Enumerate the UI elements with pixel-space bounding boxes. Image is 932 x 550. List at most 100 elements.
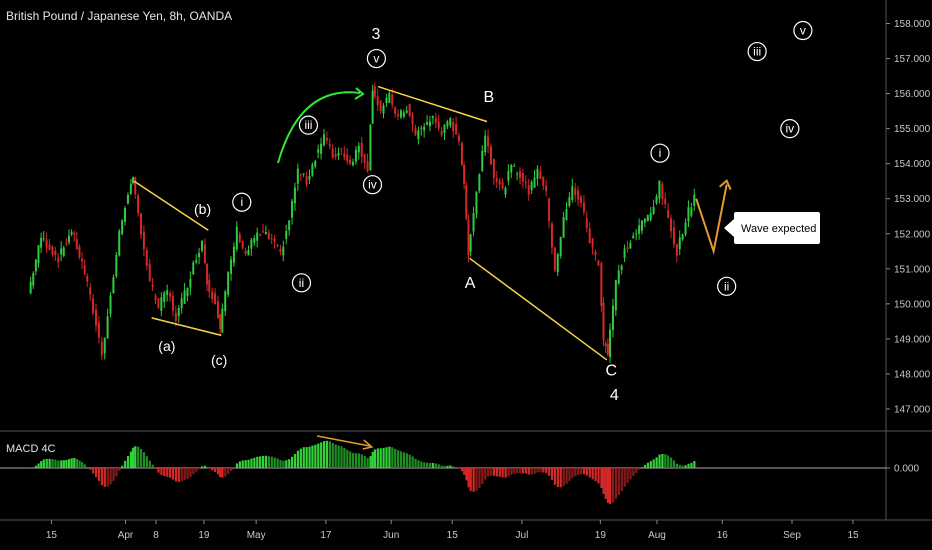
macd-bar bbox=[565, 468, 568, 484]
candle-body bbox=[604, 343, 607, 347]
macd-bar bbox=[121, 465, 124, 468]
macd-bar bbox=[527, 468, 530, 475]
candle-body bbox=[308, 175, 311, 180]
macd-bar bbox=[602, 468, 605, 495]
x-tick-label: 15 bbox=[847, 530, 859, 541]
candle-body bbox=[609, 329, 612, 358]
macd-bar bbox=[83, 464, 86, 468]
wave-arc-arrowhead bbox=[354, 87, 365, 100]
y-tick-label: 154.000 bbox=[894, 159, 931, 170]
wave-label: (c) bbox=[211, 352, 227, 368]
macd-bar bbox=[460, 468, 464, 472]
macd-bar bbox=[382, 447, 385, 468]
macd-bar bbox=[169, 468, 172, 478]
candle-body bbox=[614, 280, 617, 311]
candle-body bbox=[132, 177, 135, 184]
macd-bar bbox=[37, 463, 40, 468]
macd-bar bbox=[302, 447, 305, 468]
candle-body bbox=[397, 114, 400, 117]
macd-bar bbox=[635, 468, 638, 473]
macd-bar bbox=[495, 468, 498, 477]
macd-bar bbox=[357, 453, 361, 468]
wave-label: A bbox=[465, 275, 476, 292]
candle-body bbox=[357, 145, 360, 153]
candle-body bbox=[230, 259, 233, 274]
candle-body bbox=[89, 287, 92, 295]
candle-body bbox=[545, 185, 548, 192]
macd-bar bbox=[585, 468, 589, 476]
macd-bar bbox=[293, 454, 297, 468]
candle-body bbox=[253, 237, 256, 243]
candle-body bbox=[366, 161, 369, 172]
macd-bar bbox=[29, 468, 32, 469]
macd-bar bbox=[489, 468, 493, 476]
candle-body bbox=[373, 86, 376, 97]
wave-label: iv bbox=[785, 122, 794, 136]
macd-bar bbox=[405, 453, 408, 468]
macd-bar bbox=[238, 461, 241, 468]
macd-bar bbox=[148, 460, 151, 468]
candle-body bbox=[458, 135, 461, 142]
candle-body bbox=[334, 153, 337, 158]
trend-line bbox=[133, 180, 209, 231]
candle-body bbox=[325, 137, 328, 141]
macd-bar bbox=[411, 456, 414, 468]
macd-bar bbox=[78, 460, 81, 468]
macd-bar bbox=[200, 466, 204, 468]
candle-body bbox=[48, 244, 51, 251]
macd-bar bbox=[253, 457, 256, 468]
wave-label-circle bbox=[298, 115, 319, 135]
macd-bar bbox=[408, 454, 411, 468]
candle-body bbox=[186, 288, 189, 297]
wave-label-circle bbox=[366, 48, 387, 69]
candlesticks[interactable] bbox=[29, 82, 696, 363]
candle-body bbox=[521, 173, 524, 182]
candle-body bbox=[577, 190, 580, 200]
wave-label: iii bbox=[753, 45, 761, 59]
candle-body bbox=[60, 248, 63, 255]
candle-body bbox=[250, 239, 253, 249]
candle-body bbox=[57, 257, 60, 263]
candle-body bbox=[649, 213, 652, 220]
candle-body bbox=[571, 186, 574, 200]
candle-body bbox=[638, 225, 641, 234]
candle-body bbox=[437, 121, 440, 129]
candle-body bbox=[337, 152, 340, 156]
macd-bar bbox=[261, 455, 265, 468]
macd-bar bbox=[366, 457, 369, 468]
macd-bar bbox=[118, 468, 121, 471]
candle-body bbox=[86, 275, 89, 282]
macd-bar bbox=[693, 461, 696, 468]
price-axis: 158.000 157.000 156.000 155.000 154.000 153.0… bbox=[0, 0, 932, 521]
macd-bar bbox=[75, 459, 79, 468]
candle-body bbox=[302, 173, 305, 175]
candle-body bbox=[296, 168, 299, 184]
macd-histogram[interactable] bbox=[0, 435, 886, 504]
wave-label: ii bbox=[724, 279, 729, 293]
candle-body bbox=[465, 185, 468, 219]
macd-bar bbox=[134, 446, 137, 468]
macd-bar bbox=[556, 468, 559, 488]
candle-body bbox=[134, 177, 137, 195]
chart-title: British Pound / Japanese Yen, 8h, OANDA bbox=[6, 9, 232, 23]
candle-body bbox=[417, 130, 420, 139]
macd-bar bbox=[112, 468, 115, 481]
macd-bar bbox=[658, 454, 661, 468]
callout-text: Wave expected bbox=[741, 223, 816, 235]
macd-bar bbox=[649, 461, 652, 468]
macd-bar bbox=[626, 468, 629, 483]
candle-body bbox=[539, 171, 542, 179]
macd-bar bbox=[675, 463, 679, 468]
macd-bar bbox=[279, 459, 282, 468]
macd-bar bbox=[100, 468, 103, 486]
candle-body bbox=[160, 297, 163, 311]
candle-body bbox=[54, 250, 57, 255]
candle-body bbox=[420, 127, 423, 129]
candle-body bbox=[322, 134, 325, 146]
macd-bar bbox=[97, 468, 101, 482]
candle-body bbox=[140, 213, 143, 235]
candle-body bbox=[460, 143, 463, 165]
candle-body bbox=[548, 198, 551, 222]
